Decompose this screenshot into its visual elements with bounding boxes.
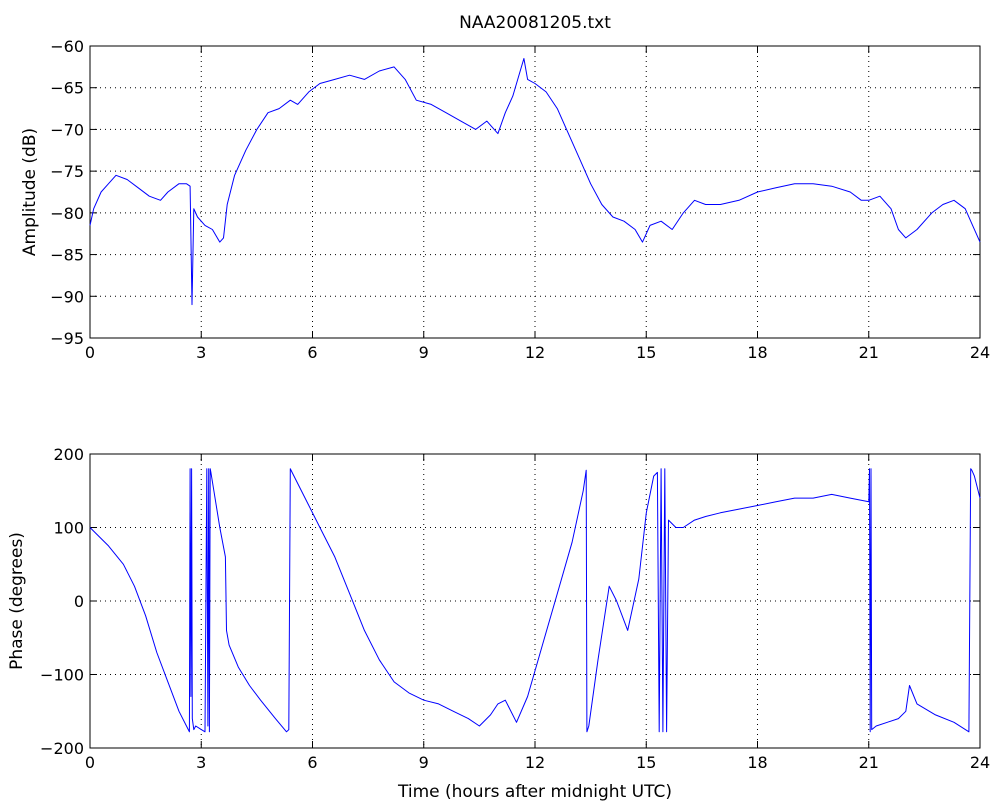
amplitude-x-tick-label: 15 [636, 343, 656, 362]
amplitude-y-tick-label: −75 [50, 162, 84, 181]
amplitude-y-tick-label: −60 [50, 37, 84, 56]
amplitude-series-line [89, 58, 981, 306]
amplitude-x-tick-label: 3 [196, 343, 206, 362]
amplitude-x-tick-label: 18 [747, 343, 767, 362]
amplitude-x-tick-label: 9 [419, 343, 429, 362]
chart-title: NAA20081205.txt [459, 13, 611, 33]
amplitude-y-tick-label: −65 [50, 79, 84, 98]
amplitude-plot: 0 3 6 9 12 15 18 21 24 −95−90−85−80−75−70−65−60 … [20, 13, 990, 362]
phase-plot: 0 3 6 9 12 15 18 21 24 −200 −100 0 100 200 Time (hou… [7, 445, 990, 802]
phase-x-tick-label: 12 [525, 753, 545, 772]
phase-y-tick-label: −200 [40, 739, 84, 758]
phase-y-tick-label: −100 [40, 666, 84, 685]
amplitude-x-tick-label: 0 [85, 343, 95, 362]
phase-y-tick-labels: −200 −100 0 100 200 [40, 445, 84, 758]
phase-x-tick-label: 6 [307, 753, 317, 772]
phase-y-axis-label: Phase (degrees) [7, 532, 27, 670]
amplitude-y-tick-label: −95 [50, 329, 84, 348]
amplitude-ticks [89, 45, 981, 339]
amplitude-x-tick-label: 6 [307, 343, 317, 362]
amplitude-x-tick-label: 21 [859, 343, 879, 362]
phase-x-tick-label: 9 [419, 753, 429, 772]
phase-y-tick-label: 0 [74, 592, 84, 611]
phase-grid [90, 454, 980, 748]
phase-x-tick-label: 24 [970, 753, 990, 772]
amplitude-y-axis-label: Amplitude (dB) [20, 128, 40, 256]
amplitude-y-tick-label: −85 [50, 246, 84, 265]
amplitude-x-tick-label: 24 [970, 343, 990, 362]
phase-x-axis-label: Time (hours after midnight UTC) [397, 782, 672, 802]
amplitude-y-tick-labels: −95 −90 −85 −80 −75 −70 −65 −60 [50, 37, 84, 348]
amplitude-y-tick-label: −80 [50, 204, 84, 223]
amplitude-x-tick-label: 12 [525, 343, 545, 362]
amplitude-series-layer [89, 58, 981, 306]
phase-x-tick-labels: 0 3 6 9 12 15 18 21 24 [85, 753, 990, 772]
amplitude-y-tick-label: −90 [50, 287, 84, 306]
amplitude-x-tick-labels: 0 3 6 9 12 15 18 21 24 [85, 343, 990, 362]
phase-x-tick-label: 21 [859, 753, 879, 772]
phase-y-tick-label: 100 [53, 519, 84, 538]
phase-series-layer [89, 468, 981, 733]
phase-x-tick-label: 0 [85, 753, 95, 772]
phase-y-tick-label: 200 [53, 445, 84, 464]
amplitude-y-tick-label: −70 [50, 120, 84, 139]
phase-x-tick-label: 15 [636, 753, 656, 772]
phase-series-line [89, 468, 981, 733]
phase-x-tick-label: 18 [747, 753, 767, 772]
phase-x-tick-label: 3 [196, 753, 206, 772]
phase-ticks [89, 453, 981, 749]
